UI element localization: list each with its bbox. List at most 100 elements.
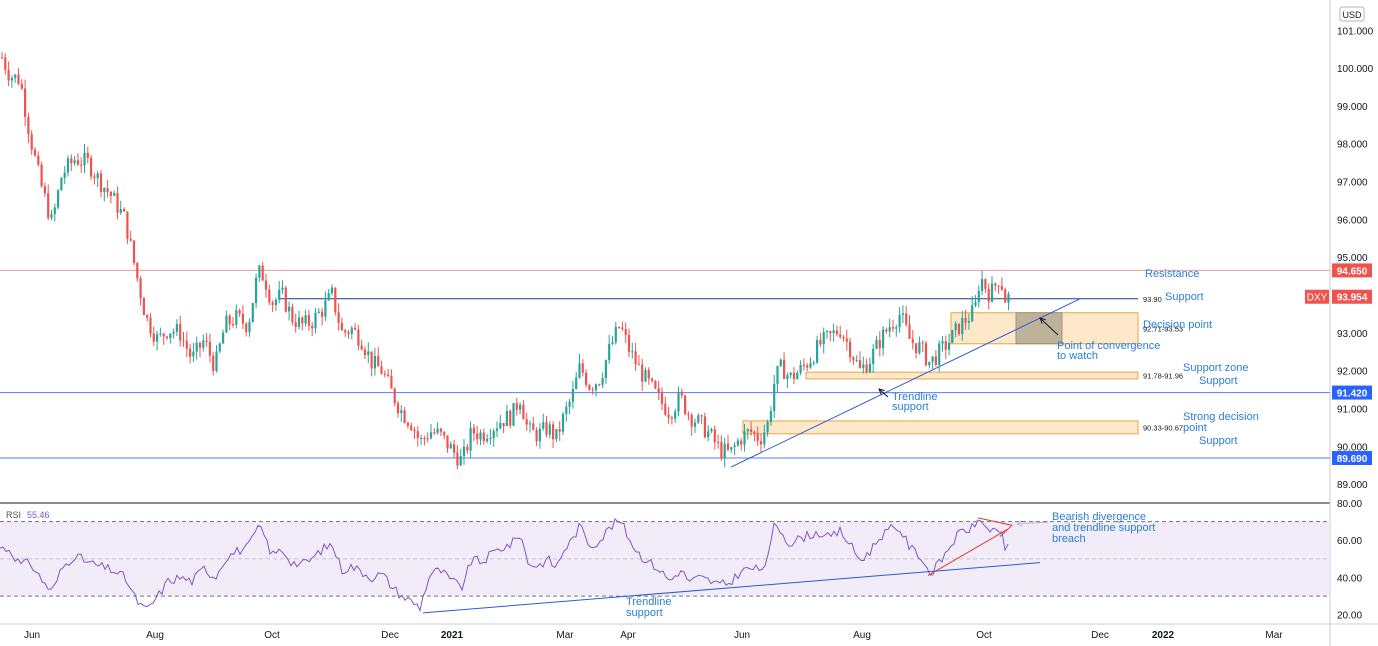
candle-body [123, 208, 126, 212]
candle-body [231, 324, 235, 326]
candle-body [845, 338, 848, 342]
candle-body [901, 313, 904, 315]
candle-body [799, 364, 802, 373]
candle-body [502, 423, 505, 427]
candle-body [43, 186, 46, 194]
support-label-1: Support [1165, 291, 1204, 303]
candle-body [677, 391, 680, 412]
price-trendline [730, 298, 1081, 468]
candle-body [647, 369, 650, 379]
candle-body [70, 158, 73, 164]
candle-body [439, 428, 442, 432]
candle-body [862, 364, 865, 368]
candle-body [726, 443, 730, 450]
candle-body [911, 338, 914, 344]
candle-body [634, 351, 637, 365]
candle-body [1007, 294, 1010, 303]
candle-body [548, 424, 551, 435]
candle-body [337, 312, 340, 323]
candle-body [334, 287, 337, 313]
candle-body [743, 431, 746, 445]
candle-body [545, 422, 548, 435]
candle-body [637, 364, 640, 366]
rsi-tick-label: 60.00 [1337, 536, 1362, 547]
candle-body [763, 432, 766, 445]
candle-body [258, 265, 261, 278]
price-tag: 91.420 [1332, 385, 1372, 400]
price-tag-text: 94.650 [1337, 266, 1368, 277]
candle-body [905, 313, 908, 325]
candle-body [30, 134, 33, 150]
candle-body [977, 290, 980, 303]
candle-body [667, 414, 670, 418]
candle-body [251, 303, 254, 323]
candle-body [271, 302, 274, 306]
candle-body [759, 440, 763, 445]
candle-body [179, 324, 182, 341]
candle-body [898, 314, 901, 328]
candle-body [212, 355, 215, 371]
rsi-tick-label: 20.00 [1337, 611, 1362, 622]
candle-body [931, 356, 934, 362]
candle-body [0, 57, 4, 59]
candle-body [165, 336, 169, 339]
candle-body [997, 285, 1000, 287]
candle-body [63, 172, 66, 178]
candle-body [971, 305, 974, 322]
price-tick-label: 100.000 [1337, 64, 1374, 75]
candle-body [736, 440, 739, 446]
candle-body [753, 431, 756, 434]
candle-body [453, 444, 456, 453]
candle-body [132, 240, 136, 263]
candle-body [387, 374, 390, 376]
candle-body [281, 287, 284, 290]
candle-body [119, 208, 122, 213]
candle-body [492, 430, 495, 438]
candle-body [268, 289, 271, 303]
price-tag: 89.690 [1332, 450, 1372, 465]
candle-body [330, 287, 334, 294]
candle-body [73, 160, 76, 164]
candle-body [172, 331, 175, 334]
candle-body [311, 325, 314, 329]
candle-body [921, 342, 924, 344]
candle-body [974, 302, 977, 306]
candle-body [410, 425, 413, 430]
candle-body [96, 173, 99, 179]
candle-body [495, 428, 499, 431]
symbol-tag: DXY [1305, 289, 1329, 304]
currency-button[interactable]: USD [1339, 6, 1365, 22]
candle-body [264, 280, 268, 290]
candle-body [690, 414, 693, 427]
candle-body [835, 330, 838, 335]
candle-body [20, 83, 23, 89]
candle-body [261, 265, 264, 281]
candle-body [162, 333, 165, 337]
strong-decision-label-2: point [1183, 422, 1207, 434]
candle-body [24, 88, 27, 117]
zone-label: 91.78-91.96 [1143, 372, 1183, 381]
candle-body [426, 438, 429, 440]
candle-body [581, 363, 584, 373]
candle-body [948, 342, 951, 350]
candle-body [113, 193, 116, 196]
candle-body [964, 317, 967, 323]
candle-body [466, 446, 469, 451]
candle-body [489, 437, 492, 439]
time-tick-label: Aug [146, 630, 164, 641]
candle-body [571, 388, 574, 402]
rsi-pane: RSI 55.46 [0, 510, 1330, 614]
candle-body [664, 403, 667, 415]
candle-body [222, 332, 225, 344]
candle-body [621, 327, 624, 330]
candle-body [433, 432, 436, 434]
price-tag-bg [1332, 289, 1372, 304]
candle-body [27, 116, 30, 135]
candle-body [957, 323, 961, 335]
candle-body [10, 78, 13, 81]
candle-body [644, 369, 647, 382]
candle-body [809, 363, 812, 368]
candle-body [363, 349, 367, 355]
candle-body [189, 348, 192, 357]
